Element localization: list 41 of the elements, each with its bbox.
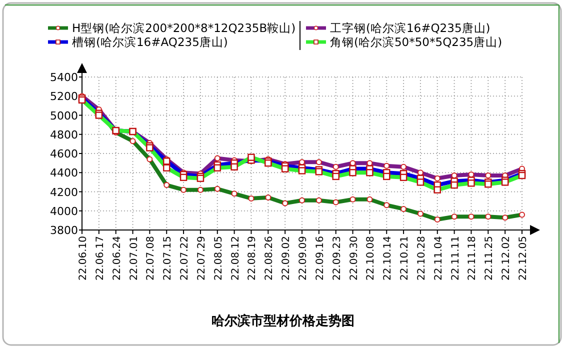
- y-tick-label: 4200: [50, 186, 78, 199]
- x-tick-label: 22.09.23: [332, 236, 343, 281]
- text: 哈尔滨市型材价格走势图: [212, 313, 354, 329]
- x-tick-label: 22.06.24: [112, 236, 123, 281]
- y-tick-label: 4000: [50, 204, 78, 218]
- x-tick-label: 22.09.30: [348, 236, 360, 281]
- legend-label: 槽钢(哈尔滨16#AQ235唐山): [72, 35, 228, 49]
- x-tick-label: 22.08.26: [264, 236, 276, 281]
- x-tick-label: 22.06.10: [78, 236, 89, 281]
- x-tick-label: 22.10.14: [382, 236, 394, 281]
- x-tick-label: 22.11.11: [450, 236, 462, 281]
- x-tick-label: 22.07.01: [128, 236, 140, 281]
- y-tick-label: 5400: [50, 71, 78, 84]
- x-tick-label: 22.08.05: [213, 236, 224, 281]
- x-tick-label: 22.07.22: [180, 236, 191, 281]
- x-tick-label: 22.12.02: [501, 236, 512, 281]
- x-tick-label: 22.07.08: [146, 236, 157, 281]
- legend-label: H型钢(哈尔滨200*200*8*12Q235B鞍山): [72, 21, 296, 35]
- x-tick-label: 22.12.05: [518, 236, 529, 281]
- x-tick-label: 22.10.08: [366, 236, 377, 281]
- x-tick-label: 22.06.17: [94, 236, 106, 281]
- legend-label: 工字钢(哈尔滨16#Q235唐山): [330, 21, 490, 35]
- x-tick-label: 22.08.19: [247, 236, 258, 281]
- y-tick-label: 5000: [50, 109, 78, 122]
- x-tick-label: 22.09.09: [298, 236, 309, 281]
- y-tick-label: 4400: [50, 166, 78, 180]
- x-tick-label: 22.11.04: [433, 236, 444, 281]
- x-tick-label: 22.11.25: [484, 236, 496, 281]
- y-tick-label: 4600: [50, 148, 78, 160]
- x-tick-label: 22.11.18: [467, 236, 478, 281]
- x-tick-label: 22.08.12: [230, 236, 242, 281]
- y-tick-label: 4800: [50, 128, 78, 142]
- x-tick-label: 22.07.29: [196, 236, 208, 281]
- y-tick-label: 3800: [50, 224, 78, 237]
- x-tick-label: 22.10.21: [400, 236, 411, 281]
- x-tick-label: 22.09.16: [314, 236, 326, 281]
- x-tick-label: 22.09.02: [281, 236, 292, 281]
- y-tick-label: 5200: [50, 90, 78, 104]
- x-tick-label: 22.07.15: [162, 236, 174, 281]
- legend-label: 角钢(哈尔滨50*50*5Q235唐山): [330, 35, 502, 49]
- x-tick-label: 22.10.28: [416, 236, 428, 281]
